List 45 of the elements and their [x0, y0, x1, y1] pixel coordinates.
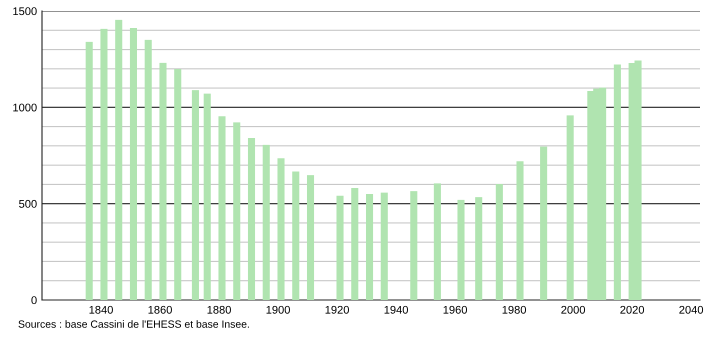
bar: [86, 42, 93, 300]
bar: [144, 40, 152, 300]
bar: [516, 161, 524, 300]
bar: [366, 194, 374, 300]
x-tick-label: 2020: [620, 306, 644, 314]
bar: [130, 28, 138, 300]
bar: [540, 146, 548, 300]
bar: [115, 20, 122, 300]
bar: [306, 175, 314, 300]
bar: [496, 184, 503, 300]
bar: [457, 200, 465, 300]
y-tick-label: 1000: [13, 104, 37, 112]
bar: [566, 115, 574, 300]
x-tick-label: 1940: [384, 306, 408, 314]
bar: [351, 188, 358, 300]
bar: [248, 138, 256, 300]
x-tick-label: 1920: [326, 306, 349, 314]
x-tick-label: 1900: [266, 306, 290, 314]
bar: [380, 192, 388, 300]
x-tick-label: 1860: [148, 306, 172, 314]
y-tick-label: 1500: [13, 7, 37, 16]
bar: [100, 28, 108, 300]
bar: [262, 144, 270, 300]
bar: [434, 183, 441, 300]
bar: [277, 158, 285, 300]
bar: [174, 68, 182, 300]
bar: [204, 94, 211, 300]
bar: [410, 191, 418, 300]
x-tick-label: 2040: [679, 306, 704, 314]
x-tick-label: 1880: [208, 306, 231, 314]
bar: [475, 197, 482, 300]
source-note: Sources : base Cassini de l'EHESS et base Insee.: [18, 320, 249, 328]
y-tick-label: 0: [31, 296, 37, 304]
x-tick-label: 2000: [561, 306, 586, 314]
bar: [192, 90, 199, 300]
bar: [336, 196, 344, 300]
bar: [233, 122, 240, 300]
x-tick-label: 1960: [444, 306, 468, 314]
x-tick-label: 1980: [502, 306, 526, 314]
x-tick-label: 1840: [90, 306, 113, 314]
bar: [292, 171, 300, 300]
bar: [614, 64, 621, 300]
bar: [218, 116, 226, 300]
bar: [159, 62, 167, 300]
y-tick-label: 500: [19, 200, 37, 208]
